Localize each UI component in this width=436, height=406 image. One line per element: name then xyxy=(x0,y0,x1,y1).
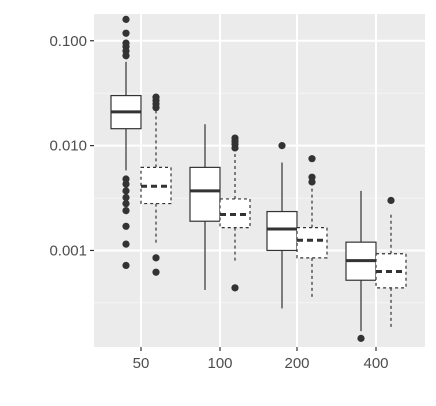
x-tick-label: 50 xyxy=(133,355,150,372)
outlier-point xyxy=(122,199,130,208)
outlier-point xyxy=(122,193,130,202)
x-axis: 50 100 200 400 xyxy=(133,347,389,372)
box-group xyxy=(345,190,377,342)
outlier-point xyxy=(278,142,286,150)
outlier-point xyxy=(308,178,316,186)
outlier-point xyxy=(122,52,130,60)
outlier-point xyxy=(122,175,130,183)
y-axis: 0.100 0.010 0.001 xyxy=(49,33,94,259)
y-tick-label: 0.010 xyxy=(49,138,87,155)
outlier-point xyxy=(122,29,130,37)
outlier-point xyxy=(122,15,130,23)
outlier-point xyxy=(308,155,316,163)
x-tick-label: 400 xyxy=(363,355,388,372)
box-group xyxy=(375,196,407,329)
outlier-point xyxy=(152,104,160,112)
outlier-point xyxy=(152,268,160,276)
box-group xyxy=(140,93,172,276)
outlier-point xyxy=(231,284,239,292)
outlier-point xyxy=(231,144,239,152)
outlier-point xyxy=(122,240,130,248)
box-group xyxy=(266,142,298,309)
outlier-point xyxy=(387,196,395,205)
outlier-point xyxy=(357,334,365,342)
outlier-point xyxy=(152,254,160,262)
box-layer xyxy=(110,15,407,342)
outlier-point xyxy=(122,187,130,195)
box xyxy=(296,227,328,259)
y-tick-label: 0.100 xyxy=(49,33,87,50)
box-group xyxy=(189,124,221,290)
box-group xyxy=(296,155,328,300)
box xyxy=(266,210,298,252)
outlier-point xyxy=(122,261,130,270)
outlier-point xyxy=(122,222,130,230)
box xyxy=(189,166,221,222)
x-tick-label: 100 xyxy=(207,355,232,372)
outlier-point xyxy=(122,180,130,188)
box-group xyxy=(110,15,142,270)
outlier-point xyxy=(122,206,130,215)
y-tick-label: 0.001 xyxy=(49,242,87,259)
x-tick-label: 200 xyxy=(284,355,309,372)
box-group xyxy=(219,134,251,292)
